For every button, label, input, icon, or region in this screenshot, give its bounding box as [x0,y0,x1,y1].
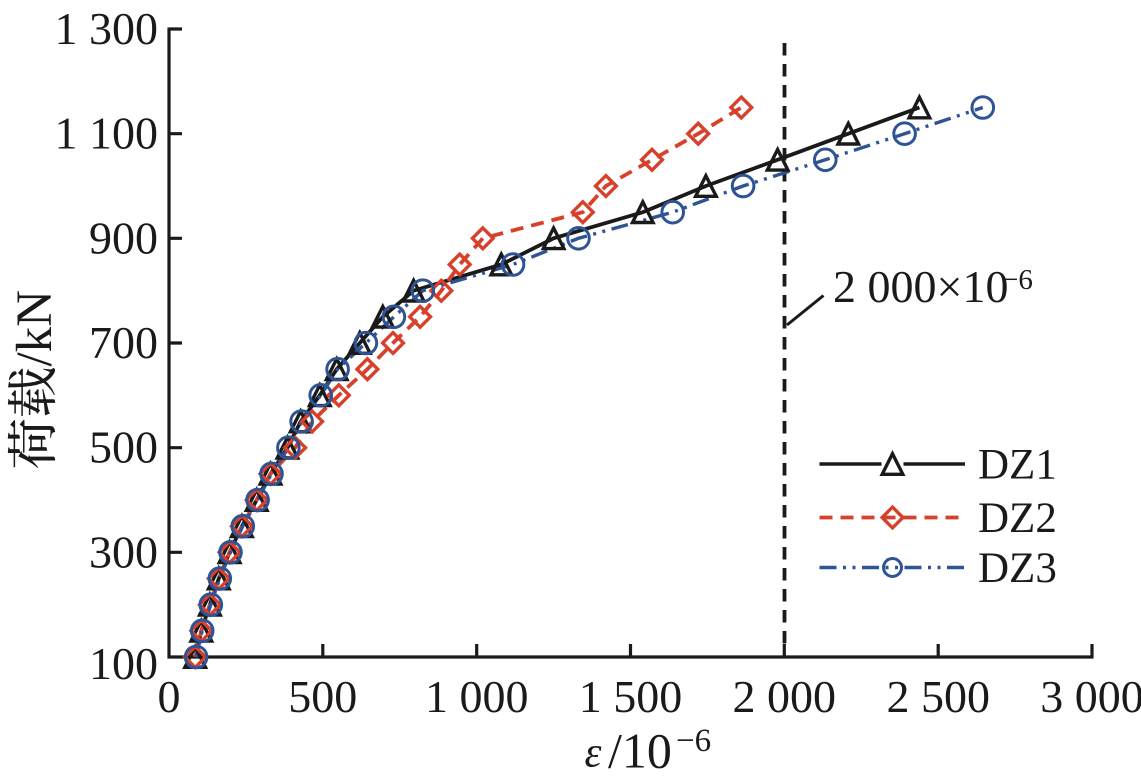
svg-text:/10: /10 [608,723,672,779]
svg-text:0: 0 [158,671,181,722]
svg-text:1 500: 1 500 [579,671,683,722]
svg-text:DZ2: DZ2 [978,495,1057,542]
svg-text:1 300: 1 300 [55,3,159,54]
svg-text:2 500: 2 500 [886,671,990,722]
svg-text:/kN: /kN [7,290,63,367]
svg-text:2 000: 2 000 [733,671,837,722]
svg-text:2 000×10: 2 000×10 [833,261,1008,312]
svg-text:DZ3: DZ3 [978,545,1057,592]
svg-text:1 000: 1 000 [425,671,529,722]
svg-text:500: 500 [89,422,158,473]
svg-text:ε: ε [585,730,602,777]
svg-text:100: 100 [89,638,158,689]
svg-text:−6: −6 [676,723,711,759]
svg-text:DZ1: DZ1 [978,441,1057,488]
svg-text:500: 500 [288,671,357,722]
svg-text:300: 300 [89,526,158,577]
svg-text:700: 700 [89,317,158,368]
svg-text:3 000: 3 000 [1040,671,1141,722]
svg-text:−6: −6 [1002,264,1033,296]
svg-text:900: 900 [89,212,158,263]
svg-text:1 100: 1 100 [55,108,159,159]
